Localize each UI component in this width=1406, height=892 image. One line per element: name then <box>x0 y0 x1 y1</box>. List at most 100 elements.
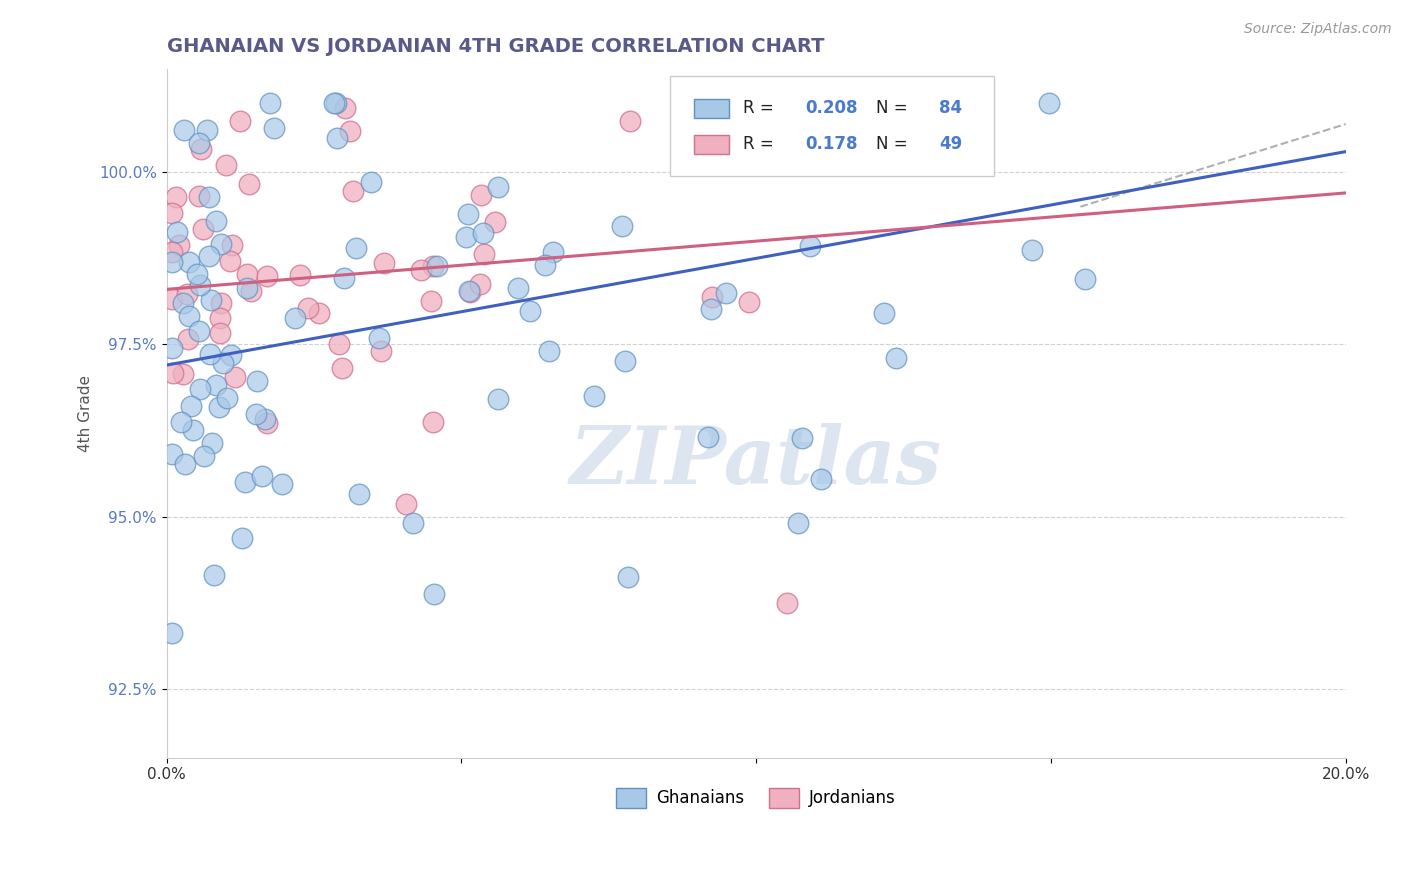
Text: ZIPatlas: ZIPatlas <box>569 423 942 500</box>
Point <box>457 207 479 221</box>
Point <box>202 568 225 582</box>
Point <box>419 294 441 309</box>
Point <box>259 96 281 111</box>
Point <box>162 206 184 220</box>
Point <box>325 96 347 111</box>
Text: 0.178: 0.178 <box>806 135 858 153</box>
Point <box>486 179 509 194</box>
Point <box>236 280 259 294</box>
Text: N =: N = <box>876 135 914 153</box>
Point <box>519 303 541 318</box>
Point <box>702 290 724 304</box>
Point <box>221 237 243 252</box>
Text: R =: R = <box>744 135 779 153</box>
Point <box>263 120 285 135</box>
Point <box>335 101 357 115</box>
Point <box>614 354 637 368</box>
Point <box>167 238 190 252</box>
Point <box>790 432 813 446</box>
Point <box>253 412 276 426</box>
Text: Source: ZipAtlas.com: Source: ZipAtlas.com <box>1244 22 1392 37</box>
Point <box>541 245 564 260</box>
Point <box>200 293 222 308</box>
Point <box>162 626 184 640</box>
Point <box>370 344 392 359</box>
Point <box>360 175 382 189</box>
Point <box>308 306 330 320</box>
Point <box>211 356 233 370</box>
Point <box>233 475 256 489</box>
Text: R =: R = <box>744 99 779 117</box>
Point <box>177 255 200 269</box>
Point <box>169 415 191 429</box>
Point <box>799 239 821 253</box>
Point <box>582 388 605 402</box>
Point <box>865 96 887 111</box>
Point <box>180 399 202 413</box>
Point <box>181 423 204 437</box>
Text: N =: N = <box>876 99 914 117</box>
Point <box>195 123 218 137</box>
Point <box>198 190 221 204</box>
Point <box>873 306 896 320</box>
Point <box>325 131 347 145</box>
Point <box>190 382 212 396</box>
Point <box>411 262 433 277</box>
Point <box>700 302 723 317</box>
Point <box>1074 272 1097 286</box>
Point <box>270 477 292 491</box>
Point <box>256 416 278 430</box>
Point <box>256 268 278 283</box>
Point <box>471 226 494 240</box>
Point <box>177 332 200 346</box>
Point <box>198 249 221 263</box>
Point <box>229 114 252 128</box>
Point <box>297 301 319 315</box>
Point <box>239 284 262 298</box>
Point <box>188 278 211 293</box>
Point <box>236 267 259 281</box>
Point <box>470 187 492 202</box>
Point <box>394 497 416 511</box>
Text: GHANAIAN VS JORDANIAN 4TH GRADE CORRELATION CHART: GHANAIAN VS JORDANIAN 4TH GRADE CORRELAT… <box>166 37 824 56</box>
FancyBboxPatch shape <box>671 76 994 176</box>
Point <box>231 531 253 545</box>
Point <box>250 469 273 483</box>
Point <box>246 374 269 388</box>
Point <box>776 596 799 610</box>
Text: 49: 49 <box>939 135 962 153</box>
Point <box>714 286 737 301</box>
Point <box>193 450 215 464</box>
Point <box>221 348 243 362</box>
Point <box>162 293 184 307</box>
Point <box>218 254 240 268</box>
Point <box>174 457 197 471</box>
Point <box>422 259 444 273</box>
Point <box>162 366 184 380</box>
Point <box>468 277 491 291</box>
Point <box>333 271 356 285</box>
Point <box>339 124 361 138</box>
Point <box>162 446 184 460</box>
Point <box>208 311 231 326</box>
Point <box>179 309 201 323</box>
Point <box>610 219 633 233</box>
Point <box>342 184 364 198</box>
Point <box>173 123 195 137</box>
Point <box>486 392 509 406</box>
Point <box>215 391 238 405</box>
Point <box>190 142 212 156</box>
Point <box>162 254 184 268</box>
Point <box>330 360 353 375</box>
Point <box>224 369 246 384</box>
Point <box>176 287 198 301</box>
Text: 84: 84 <box>939 99 962 117</box>
Point <box>344 241 367 255</box>
Point <box>422 415 444 429</box>
Point <box>848 127 870 141</box>
Point <box>373 256 395 270</box>
Point <box>208 401 231 415</box>
Point <box>204 213 226 227</box>
Point <box>328 337 350 351</box>
Point <box>166 225 188 239</box>
